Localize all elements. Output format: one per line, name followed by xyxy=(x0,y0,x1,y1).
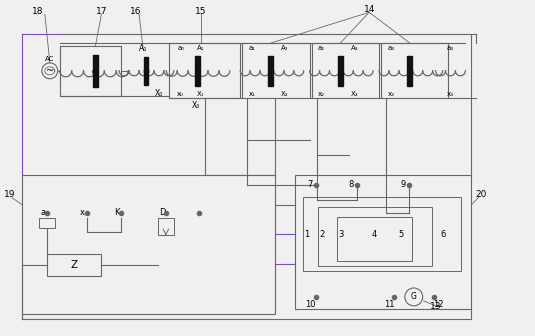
Text: 9: 9 xyxy=(400,180,406,190)
Bar xyxy=(195,56,200,86)
Text: a₃: a₃ xyxy=(387,45,394,51)
Bar xyxy=(158,218,174,236)
Text: X₀: X₀ xyxy=(155,89,163,98)
Text: x₀: x₀ xyxy=(177,91,184,97)
Text: X₂: X₂ xyxy=(281,91,289,97)
Text: X₁: X₁ xyxy=(197,91,204,97)
Bar xyxy=(169,43,240,97)
Text: x₂: x₂ xyxy=(318,91,325,97)
Bar xyxy=(93,55,98,87)
Bar xyxy=(269,56,273,86)
Text: 2: 2 xyxy=(319,230,324,239)
Bar xyxy=(303,197,461,271)
Text: 4: 4 xyxy=(371,230,377,239)
Text: 16: 16 xyxy=(131,7,142,16)
Bar xyxy=(39,218,55,227)
Text: D: D xyxy=(159,208,165,217)
Bar xyxy=(60,46,121,96)
Bar xyxy=(242,43,310,97)
Text: K: K xyxy=(114,208,120,217)
Text: 5: 5 xyxy=(398,230,403,239)
Bar xyxy=(318,207,432,266)
Bar xyxy=(338,56,343,86)
Text: 11: 11 xyxy=(384,300,394,309)
Bar xyxy=(143,57,149,85)
Text: 8: 8 xyxy=(349,180,354,190)
Text: 19: 19 xyxy=(4,190,16,199)
Text: a₃: a₃ xyxy=(447,45,454,51)
Text: 14: 14 xyxy=(363,5,375,14)
Text: a₂: a₂ xyxy=(318,45,325,51)
Text: A₁: A₁ xyxy=(197,45,204,51)
Text: 20: 20 xyxy=(476,190,487,199)
Text: 7: 7 xyxy=(307,180,312,190)
Bar xyxy=(22,175,275,314)
Text: a₁: a₁ xyxy=(249,45,256,51)
Text: 15: 15 xyxy=(195,7,207,16)
Text: 10: 10 xyxy=(305,300,316,309)
Text: A₃: A₃ xyxy=(350,45,358,51)
Bar xyxy=(338,217,412,261)
Text: X₀: X₀ xyxy=(192,101,200,110)
Text: 3: 3 xyxy=(339,230,344,239)
Text: 1: 1 xyxy=(304,230,309,239)
Text: A₀: A₀ xyxy=(139,43,147,52)
Text: 6: 6 xyxy=(441,230,446,239)
Bar xyxy=(407,56,412,86)
Text: AC: AC xyxy=(45,56,55,62)
Text: x₁: x₁ xyxy=(249,91,256,97)
Text: A₂: A₂ xyxy=(281,45,289,51)
Text: 12: 12 xyxy=(433,300,444,309)
Bar xyxy=(381,43,448,97)
Text: X₃: X₃ xyxy=(350,91,358,97)
Bar xyxy=(311,43,379,97)
Text: x: x xyxy=(80,208,85,217)
Text: x₃: x₃ xyxy=(447,91,454,97)
Text: ~: ~ xyxy=(46,66,54,76)
Text: G: G xyxy=(411,292,417,301)
Text: 13: 13 xyxy=(430,302,441,311)
Text: Z: Z xyxy=(70,260,77,270)
Text: x₃: x₃ xyxy=(387,91,394,97)
Bar xyxy=(47,254,102,276)
Text: 18: 18 xyxy=(32,7,44,16)
Text: a: a xyxy=(40,208,45,217)
Text: 17: 17 xyxy=(96,7,107,16)
Text: a₀: a₀ xyxy=(177,45,184,51)
Bar xyxy=(295,175,471,309)
